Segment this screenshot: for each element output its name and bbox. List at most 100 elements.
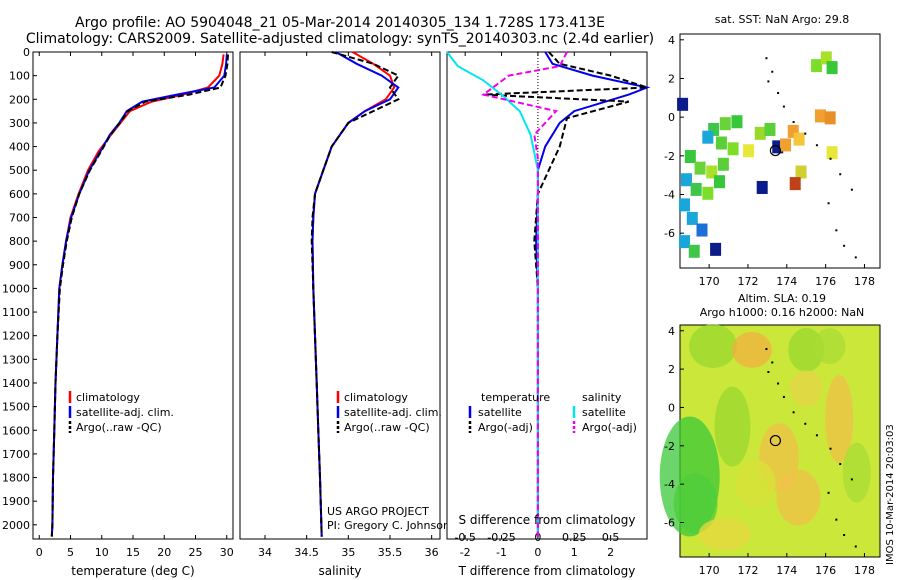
map-x-tick-label: 172 <box>737 275 758 288</box>
sst-cell <box>680 173 692 187</box>
y-tick-label: 200 <box>9 93 30 106</box>
x-tick-label: 34 <box>258 546 272 559</box>
sla-blob <box>698 517 751 550</box>
map-y-tick-label: 4 <box>668 325 675 338</box>
y-tick-label: 100 <box>9 70 30 83</box>
y-tick-label: 1700 <box>2 448 30 461</box>
salinity-xlabel: salinity <box>318 564 361 578</box>
island-dot <box>835 518 838 521</box>
island-dot <box>792 121 795 124</box>
map-x-tick-label: 170 <box>699 275 720 288</box>
sla-blob <box>735 460 776 509</box>
x-tick-label: -1 <box>496 546 507 559</box>
salinity-lines <box>310 51 400 537</box>
x-tick-label: 20 <box>157 546 171 559</box>
island-dot <box>767 80 770 83</box>
sst-cell <box>787 124 799 138</box>
t-difference-xlabel: T difference from climatology <box>458 564 636 578</box>
sla-map-title-line-2: Argo h1000: 0.16 h2000: NaN <box>700 306 865 319</box>
sst-cell <box>679 198 691 212</box>
sst-cell <box>731 115 743 129</box>
s-difference-xlabel: S difference from climatology <box>459 513 636 527</box>
s-tick-label: -0.5 <box>454 531 475 544</box>
map-y-tick-label: -2 <box>664 440 675 453</box>
y-tick-label: 700 <box>9 211 30 224</box>
sla-map-panel: Altim. SLA: 0.19 Argo h1000: 0.16 h2000:… <box>659 292 881 577</box>
sst-cell <box>679 235 691 249</box>
sst-coastline <box>765 57 857 259</box>
island-dot <box>815 434 818 437</box>
y-tick-label: 1600 <box>2 424 30 437</box>
sst-argo-location-marker <box>769 144 781 157</box>
y-tick-label: 300 <box>9 117 30 130</box>
s-tick-label: 0.25 <box>562 531 587 544</box>
island-dot <box>782 395 785 398</box>
sst-cell <box>824 111 836 125</box>
map-x-tick-label: 172 <box>737 564 758 577</box>
island-dot <box>804 132 807 135</box>
sst-cell <box>795 165 807 179</box>
sla-y-ticks: -6 -4 -2 0 2 4 <box>664 325 684 529</box>
y-tick-label: 1100 <box>2 306 30 319</box>
s-tick-label: 0 <box>534 531 541 544</box>
sla-blob <box>714 386 751 467</box>
map-x-tick-label: 170 <box>699 564 720 577</box>
legend-label-climatology: climatology <box>76 391 140 404</box>
sst-cell <box>694 161 706 175</box>
legend-label-t-argo: Argo(-adj) <box>478 421 533 434</box>
island-dot <box>771 70 774 73</box>
sla-field <box>659 324 871 550</box>
island-dot <box>777 382 780 385</box>
difference-legend: temperature satellite Argo(-adj) salinit… <box>468 391 637 434</box>
s-tick-label: -0.25 <box>487 531 515 544</box>
island-dot <box>827 202 830 205</box>
map-y-tick-label: 4 <box>668 34 675 47</box>
temperature-xlabel: temperature (deg C) <box>71 564 194 578</box>
x-tick-label: 15 <box>126 546 140 559</box>
sst-map-panel: sat. SST: NaN Argo: 29.8 170 172 174 176 178… <box>664 13 881 288</box>
imos-stamp: IMOS 10-Mar-2014 20:03:03 <box>885 424 896 565</box>
map-x-tick-label: 174 <box>776 275 797 288</box>
sst-cell <box>780 138 791 152</box>
sst-cell <box>717 157 729 171</box>
x-tick-label: 25 <box>189 546 203 559</box>
temperature-lines <box>50 54 229 537</box>
sst-cell <box>764 122 776 136</box>
sst-cell <box>743 144 755 158</box>
y-tick-label: 1500 <box>2 401 30 414</box>
sst-cell <box>756 180 768 194</box>
salinity-legend: climatology satellite-adj. clim. Argo(..… <box>336 391 442 434</box>
t-difference-x-ticks: -2 -1 0 1 2 <box>460 52 614 559</box>
legend-label-climatology: climatology <box>344 391 408 404</box>
sst-cell <box>702 186 714 200</box>
y-tick-label: 500 <box>9 164 30 177</box>
island-dot <box>765 348 768 351</box>
sst-cell <box>715 136 727 150</box>
x-tick-label: 0 <box>36 546 43 559</box>
island-dot <box>829 157 832 160</box>
sla-blob <box>776 469 821 526</box>
sst-cell <box>677 97 689 111</box>
island-dot <box>777 92 780 95</box>
sst-cells <box>677 51 838 258</box>
island-dot <box>804 422 807 425</box>
sst-cell <box>708 122 720 136</box>
island-dot <box>854 256 857 259</box>
s-tick-label: 0.5 <box>602 531 620 544</box>
depth-axis-ticks: 0 100 200 300 400 500 600 700 800 900 1000 1100 1200… <box>2 46 37 532</box>
sst-y-ticks: -6 -4 -2 0 2 4 <box>664 34 684 240</box>
y-tick-label: 800 <box>9 235 30 248</box>
island-dot <box>815 144 818 147</box>
island-dot <box>854 545 857 548</box>
sst-x-ticks: 170 172 174 176 178 <box>699 264 875 288</box>
sst-cell <box>706 165 718 179</box>
difference-panel: -2 -1 0 1 2 -0.5 -0.25 0 0.25 0.5 S difference f… <box>446 51 651 578</box>
sla-blob <box>689 324 738 369</box>
legend-heading-temperature: temperature <box>481 391 550 404</box>
sla-x-ticks: 170 172 174 176 178 <box>699 553 875 577</box>
series-line-argo-raw-qc <box>310 51 400 537</box>
island-dot <box>827 491 830 494</box>
island-dot <box>767 371 770 374</box>
map-y-tick-label: -6 <box>664 516 675 529</box>
